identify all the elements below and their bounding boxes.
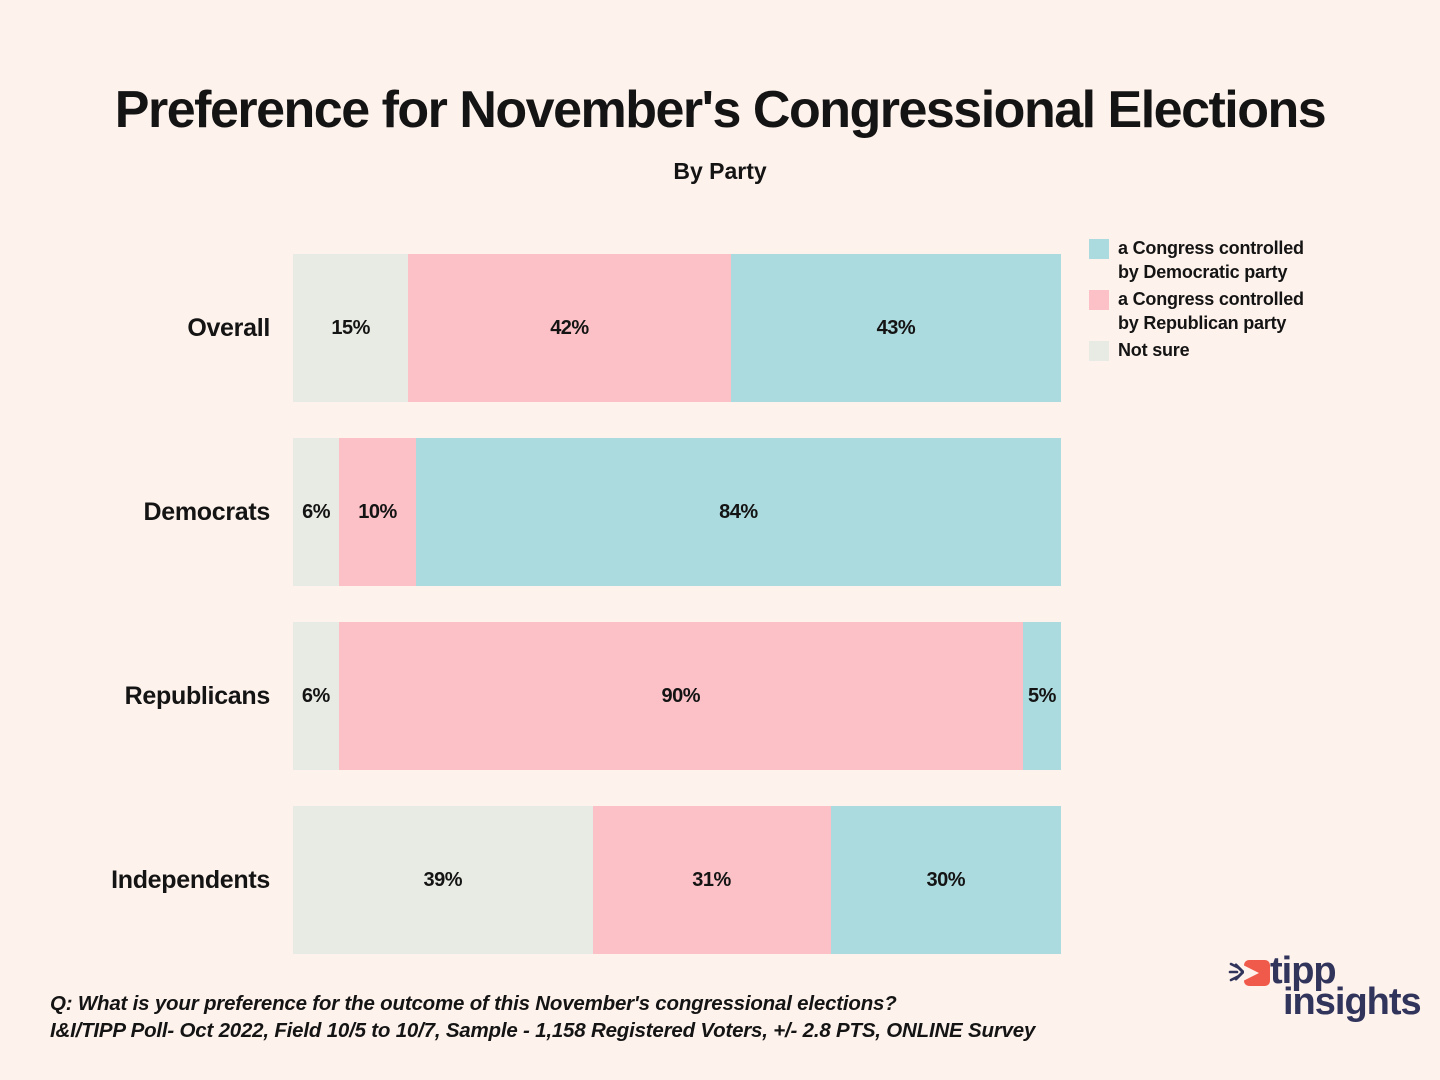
segment-value-label: 6%	[302, 500, 330, 523]
segment-value-label: 84%	[719, 500, 758, 523]
bar-segment-not-sure: 39%	[293, 806, 593, 954]
legend-swatch-not-sure	[1089, 341, 1109, 361]
category-label: Overall	[187, 313, 270, 342]
segment-value-label: 43%	[876, 316, 916, 339]
legend-item-democratic: a Congress controlled by Democratic part…	[1089, 237, 1323, 284]
segment-value-label: 39%	[423, 868, 463, 891]
bar-segment-republican: 31%	[592, 806, 831, 954]
segment-value-label: 15%	[331, 316, 370, 339]
bar-segment-democratic: 84%	[415, 438, 1061, 586]
segment-value-label: 31%	[692, 868, 731, 891]
bar-segment-republican: 42%	[408, 254, 731, 402]
segment-value-label: 10%	[358, 500, 397, 523]
legend-label: Not sure	[1118, 340, 1190, 360]
survey-source: I&I/TIPP Poll- Oct 2022, Field 10/5 to 1…	[50, 1018, 1036, 1042]
legend-item-republican: a Congress controlled by Republican part…	[1089, 288, 1323, 335]
legend-label: a Congress controlled by Republican part…	[1118, 289, 1304, 333]
bar-segment-democratic: 43%	[730, 254, 1061, 402]
bar-row-democrats: Democrats 6% 10% 84%	[143, 438, 1061, 586]
bar-segment-democratic: 30%	[830, 806, 1061, 954]
category-label: Democrats	[143, 497, 270, 526]
bar-segment-not-sure: 15%	[293, 254, 409, 402]
category-label: Independents	[111, 865, 270, 894]
bar-segment-republican: 90%	[338, 622, 1023, 770]
logo-text-tipp: tipp	[1270, 950, 1337, 992]
survey-question: Q: What is your preference for the outco…	[50, 992, 897, 1015]
legend-swatch-republican	[1089, 290, 1109, 310]
bar-segment-not-sure: 6%	[293, 622, 339, 770]
page-subtitle: By Party	[673, 158, 767, 184]
bar-row-independents: Independents 39% 31% 30%	[111, 806, 1061, 954]
page-title: Preference for November's Congressional …	[114, 81, 1327, 139]
bar-row-overall: Overall 15% 42% 43%	[187, 254, 1061, 402]
segment-value-label: 42%	[550, 316, 589, 339]
logo-text-insights: insights	[1283, 981, 1422, 1023]
legend-item-not-sure: Not sure	[1089, 339, 1323, 363]
segment-value-label: 5%	[1028, 684, 1056, 707]
bar-segment-republican: 10%	[339, 438, 416, 586]
footer-notes: Q: What is your preference for the outco…	[50, 991, 1035, 1044]
tipp-insights-logo: tipp insights	[1228, 948, 1428, 1038]
segment-value-label: 30%	[926, 868, 966, 891]
bar-row-republicans: Republicans 6% 90% 5%	[125, 622, 1061, 770]
segment-value-label: 6%	[301, 684, 330, 707]
chart-legend: a Congress controlled by Democratic part…	[1089, 237, 1323, 363]
segment-value-label: 90%	[661, 684, 701, 707]
legend-swatch-democratic	[1089, 239, 1109, 259]
category-label: Republicans	[124, 681, 271, 710]
bar-segment-not-sure: 6%	[293, 438, 340, 586]
chart: Overall 15% 42% 43% Democrats 6% 10% 84% Republi…	[111, 254, 1061, 990]
logo-arrow-icon	[1228, 960, 1270, 986]
legend-label: a Congress controlled by Democratic part…	[1118, 238, 1304, 282]
bar-segment-democratic: 5%	[1022, 622, 1061, 770]
